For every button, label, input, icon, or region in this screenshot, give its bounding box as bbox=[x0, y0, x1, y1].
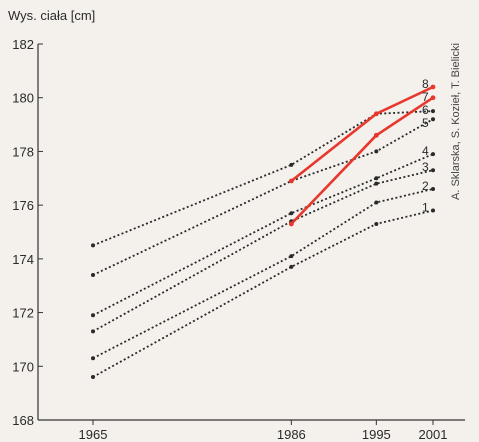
x-tick-label: 2001 bbox=[419, 427, 448, 442]
y-tick-label: 172 bbox=[12, 306, 34, 321]
x-tick-label: 1995 bbox=[362, 427, 391, 442]
series-point-3 bbox=[374, 181, 379, 186]
series-line-7 bbox=[290, 96, 434, 225]
series-label-2: 2 bbox=[422, 179, 429, 193]
series-label-6: 6 bbox=[422, 103, 429, 117]
series-point-2 bbox=[289, 254, 294, 259]
series-point-1 bbox=[91, 375, 95, 380]
series-point-4 bbox=[374, 176, 379, 181]
series-point-3 bbox=[91, 329, 95, 334]
series-label-1: 1 bbox=[422, 201, 429, 215]
y-axis-label: Wys. ciała [cm] bbox=[8, 8, 96, 23]
series-point-1 bbox=[431, 208, 435, 213]
x-tick-label: 1986 bbox=[277, 427, 306, 442]
series-line-2 bbox=[92, 188, 434, 360]
series-point-4 bbox=[431, 152, 435, 157]
y-tick-label: 174 bbox=[12, 252, 34, 267]
series-point-5 bbox=[91, 272, 95, 277]
series-line-5 bbox=[92, 118, 434, 276]
y-tick-label: 180 bbox=[12, 91, 34, 106]
series-line-8 bbox=[290, 85, 434, 183]
series-line-3 bbox=[92, 169, 434, 333]
series-point-5 bbox=[431, 117, 435, 122]
series-line-4 bbox=[92, 153, 434, 317]
series-point-4 bbox=[91, 313, 95, 318]
series-point-6 bbox=[431, 109, 435, 114]
series-label-5: 5 bbox=[422, 116, 429, 130]
series-point-3 bbox=[431, 168, 435, 173]
y-tick-label: 170 bbox=[12, 359, 34, 374]
series-line-1 bbox=[92, 209, 434, 378]
series-point-8 bbox=[430, 84, 436, 90]
series-label-4: 4 bbox=[422, 144, 429, 158]
series-point-4 bbox=[289, 211, 294, 216]
series-point-2 bbox=[91, 356, 95, 361]
x-tick-label: 1965 bbox=[79, 427, 108, 442]
series-point-2 bbox=[431, 187, 435, 192]
series-layer bbox=[91, 84, 436, 380]
series-label-7: 7 bbox=[422, 90, 429, 104]
y-tick-label: 178 bbox=[12, 144, 34, 159]
series-point-6 bbox=[289, 162, 294, 167]
series-point-1 bbox=[289, 264, 294, 269]
series-point-1 bbox=[374, 221, 379, 226]
series-point-7 bbox=[288, 221, 294, 227]
series-label-3: 3 bbox=[422, 160, 429, 174]
series-label-8: 8 bbox=[422, 77, 429, 91]
y-tick-label: 168 bbox=[12, 413, 34, 428]
series-point-2 bbox=[374, 200, 379, 205]
series-point-7 bbox=[373, 132, 379, 138]
series-point-5 bbox=[374, 149, 379, 154]
y-tick-label: 176 bbox=[12, 198, 34, 213]
y-tick-label: 182 bbox=[12, 37, 34, 52]
series-point-7 bbox=[430, 95, 436, 101]
series-point-8 bbox=[288, 178, 294, 184]
series-point-6 bbox=[91, 243, 95, 248]
series-line-6 bbox=[92, 110, 434, 247]
series-point-8 bbox=[373, 111, 379, 117]
